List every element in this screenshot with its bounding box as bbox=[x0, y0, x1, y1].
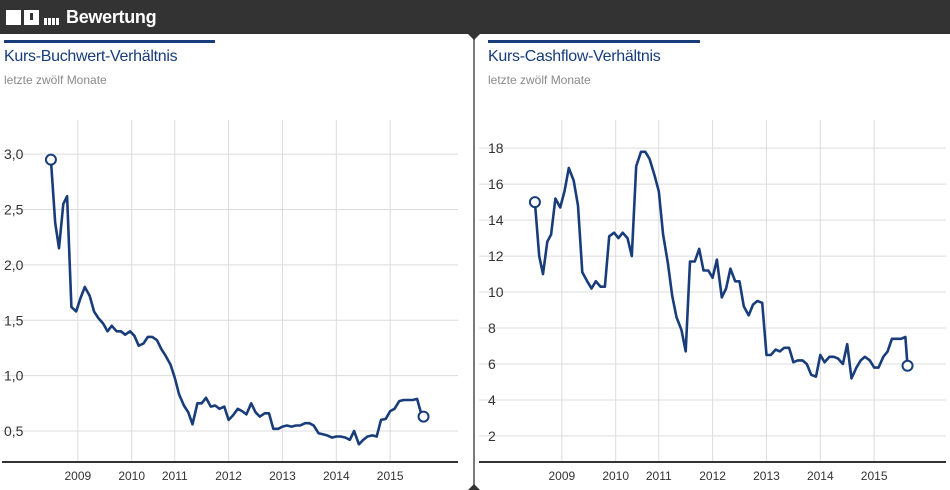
y-tick-label: 0,5 bbox=[4, 423, 24, 439]
y-tick-label: 10 bbox=[488, 284, 504, 300]
chart-kbv: 3,0 2,5 2,0 1,5 1,0 0,5 2009 2010 2011 2012 2013 20… bbox=[2, 120, 458, 483]
logo-bars-icon bbox=[44, 10, 59, 25]
y-tick-label: 18 bbox=[488, 140, 504, 156]
x-tick-label: 2015 bbox=[377, 469, 404, 483]
y-tick-label: 6 bbox=[488, 356, 496, 372]
y-tick-label: 4 bbox=[488, 392, 496, 408]
x-tick-label: 2013 bbox=[269, 469, 296, 483]
x-tick-label: 2013 bbox=[753, 469, 780, 483]
start-point-marker bbox=[528, 196, 541, 209]
y-tick-label: 8 bbox=[488, 320, 496, 336]
logo-icon bbox=[6, 9, 59, 25]
y-tick-label: 3,0 bbox=[4, 146, 24, 162]
x-tick-label: 2012 bbox=[215, 469, 242, 483]
x-tick-label: 2012 bbox=[699, 469, 726, 483]
y-tick-label: 12 bbox=[488, 248, 504, 264]
end-point-marker bbox=[901, 359, 914, 372]
y-tick-label: 1,0 bbox=[4, 368, 24, 384]
x-tick-label: 2010 bbox=[602, 469, 629, 483]
x-tick-label: 2011 bbox=[646, 469, 672, 483]
end-point-marker bbox=[417, 410, 430, 423]
y-tick-label: 16 bbox=[488, 176, 504, 192]
series-line bbox=[49, 158, 425, 446]
chart-panel-kbv: Kurs-Buchwert-Verhältnis letzte zwölf Mo… bbox=[0, 34, 470, 490]
logo-square-icon bbox=[6, 9, 21, 25]
x-tick-label: 2010 bbox=[118, 469, 145, 483]
y-tick-label: 2,0 bbox=[4, 257, 24, 273]
title-rule bbox=[488, 40, 700, 43]
start-point-marker bbox=[44, 153, 57, 166]
panel-divider bbox=[473, 34, 475, 490]
x-tick-label: 2009 bbox=[548, 469, 575, 483]
divider-bottom-notch bbox=[468, 484, 480, 490]
logo-mark-icon bbox=[24, 9, 39, 25]
x-tick-label: 2015 bbox=[861, 469, 888, 483]
y-tick-label: 2,5 bbox=[4, 202, 24, 218]
chart-subtitle: letzte zwölf Monate bbox=[4, 73, 107, 87]
x-tick-label: 2014 bbox=[807, 469, 834, 483]
chart-kcv: 18 16 14 12 10 8 6 4 2 2009 2010 2011 2012 2013 2014 20… bbox=[479, 120, 946, 483]
chart-title: Kurs-Cashflow-Verhältnis bbox=[488, 48, 661, 65]
x-tick-label: 2011 bbox=[162, 469, 188, 483]
divider-top-notch bbox=[468, 34, 480, 40]
page-title: Bewertung bbox=[66, 6, 157, 27]
chart-panel-kcv: Kurs-Cashflow-Verhältnis letzte zwölf Mo… bbox=[477, 34, 950, 490]
x-tick-label: 2009 bbox=[64, 469, 91, 483]
header-bar: Bewertung bbox=[0, 0, 950, 34]
series-line bbox=[533, 150, 909, 380]
y-tick-label: 14 bbox=[488, 212, 504, 228]
chart-title: Kurs-Buchwert-Verhältnis bbox=[4, 48, 178, 65]
y-tick-label: 1,5 bbox=[4, 312, 24, 328]
x-tick-label: 2014 bbox=[323, 469, 350, 483]
y-tick-label: 2 bbox=[488, 428, 496, 444]
chart-subtitle: letzte zwölf Monate bbox=[488, 73, 591, 87]
title-rule bbox=[4, 40, 215, 43]
